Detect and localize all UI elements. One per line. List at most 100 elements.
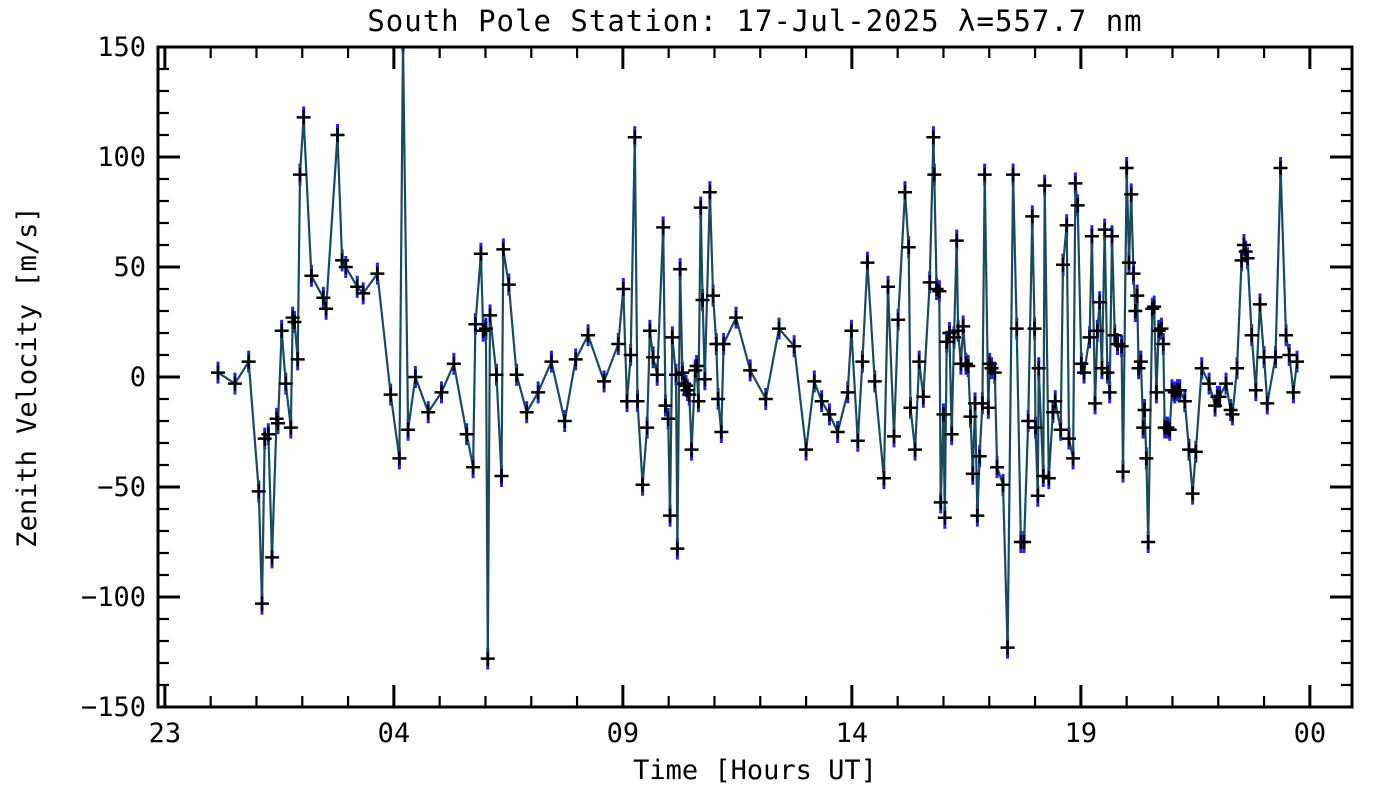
plus-marker (1121, 255, 1136, 270)
plus-marker (693, 200, 708, 215)
plus-marker (716, 337, 731, 351)
plus-marker (468, 317, 483, 332)
plus-marker (758, 392, 773, 406)
y-axis-label: Zenith Velocity [m/s] (12, 206, 43, 547)
plus-marker (1028, 420, 1043, 435)
plus-marker (1053, 422, 1068, 437)
plus-marker (695, 293, 710, 307)
plus-marker (1133, 354, 1148, 369)
plus-marker (926, 130, 941, 145)
plus-marker (623, 348, 638, 362)
plus-marker (860, 255, 875, 270)
plus-marker (1181, 442, 1196, 457)
plus-marker (897, 185, 912, 200)
plus-marker (1248, 383, 1263, 398)
plus-marker (316, 290, 331, 305)
plus-marker (616, 282, 631, 296)
data-layer (210, 47, 1305, 670)
plus-marker (1097, 222, 1112, 237)
plus-marker (1082, 330, 1097, 345)
plus-marker (903, 400, 918, 415)
plus-marker (1137, 403, 1152, 417)
plus-marker (670, 541, 685, 556)
plus-marker (799, 442, 814, 457)
plus-marker (1088, 396, 1103, 411)
plus-marker (1031, 361, 1046, 376)
plus-marker (254, 596, 269, 611)
plus-marker (668, 367, 683, 382)
plus-marker (1279, 328, 1294, 343)
plus-marker (855, 354, 870, 369)
plus-marker (844, 323, 859, 338)
plus-marker (840, 385, 855, 400)
plus-marker (1041, 471, 1056, 486)
plus-marker (597, 374, 612, 389)
plus-marker (338, 260, 353, 274)
plus-marker (1136, 420, 1151, 435)
plus-marker (939, 334, 954, 349)
tick-labels: 23 04 09 14 19 00 −150 −100 −50 0 50 100 150 (81, 32, 1326, 749)
plus-marker (290, 352, 305, 367)
plus-marker (1066, 451, 1081, 466)
plus-marker (227, 376, 242, 391)
plus-marker (494, 469, 509, 483)
plus-marker (1177, 394, 1192, 409)
plus-marker (1084, 229, 1099, 244)
plus-marker (635, 477, 650, 492)
plus-marker (501, 277, 516, 292)
plus-marker (1194, 361, 1209, 376)
y-tick-label: −150 (81, 692, 146, 723)
plus-marker (1268, 350, 1283, 365)
plus-marker (933, 495, 948, 510)
plus-marker (663, 508, 678, 523)
plus-marker (1131, 361, 1146, 376)
plus-marker (673, 262, 688, 277)
plus-marker (891, 312, 906, 327)
plus-marker (949, 233, 964, 248)
plus-marker (478, 321, 493, 336)
plus-marker (977, 167, 992, 182)
plus-marker (1107, 328, 1122, 343)
error-bars (216, 47, 1299, 670)
plus-marker (1202, 376, 1217, 391)
plus-marker (1061, 431, 1076, 446)
plus-marker (1273, 161, 1288, 175)
plus-marker (650, 367, 665, 382)
plus-marker (850, 433, 865, 448)
plus-marker (1219, 376, 1234, 391)
x-tick-label: 23 (149, 718, 182, 749)
plus-marker (640, 420, 655, 435)
plus-marker (434, 385, 449, 400)
plus-marker (1130, 288, 1145, 303)
plus-marker (1126, 266, 1141, 281)
plus-marker (283, 420, 298, 435)
y-tick-label: 0 (130, 362, 146, 393)
plus-marker (822, 407, 837, 422)
plus-marker (1282, 348, 1297, 362)
plus-marker (1225, 407, 1240, 422)
plus-marker (1154, 321, 1169, 336)
plus-marker (489, 367, 504, 382)
plus-marker (927, 167, 942, 182)
plus-marker (519, 405, 534, 420)
plus-marker (356, 286, 371, 301)
plus-marker (466, 460, 481, 475)
plus-marker (401, 422, 416, 437)
plus-marker (901, 240, 916, 255)
x-tick-label: 00 (1294, 718, 1327, 749)
y-tick-label: 100 (97, 142, 146, 173)
plus-marker (642, 323, 657, 338)
plus-marker (1092, 295, 1107, 310)
plus-marker (1156, 337, 1171, 351)
plus-marker (1045, 405, 1060, 420)
plus-marker (1208, 398, 1223, 413)
plus-marker (990, 460, 1005, 475)
plus-marker (682, 387, 697, 402)
plus-marker (675, 365, 690, 380)
plus-marker (922, 275, 937, 290)
plus-marker (814, 394, 829, 409)
plus-marker (1151, 323, 1166, 338)
plus-marker (661, 411, 676, 426)
plus-marker (1030, 488, 1045, 503)
